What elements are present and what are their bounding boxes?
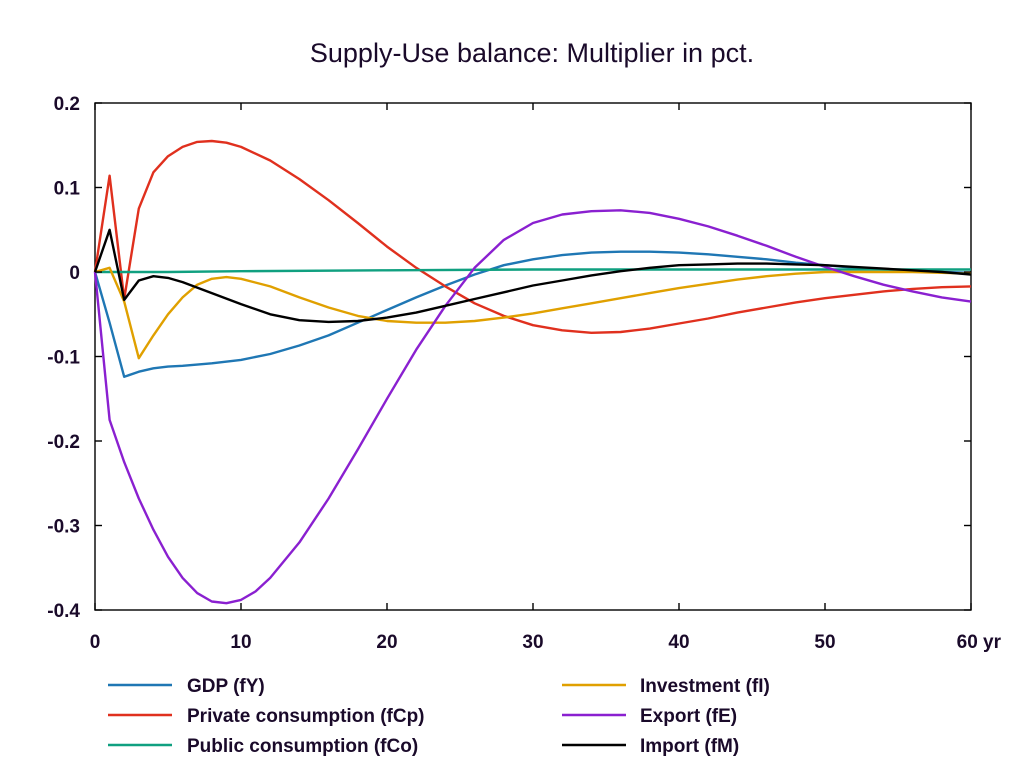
series-layer <box>93 139 972 605</box>
x-tick-label: 60 yr <box>957 632 1002 653</box>
x-tick-label: 30 <box>522 632 543 653</box>
chart-title: Supply-Use balance: Multiplier in pct. <box>310 38 754 68</box>
y-tick-label: -0.3 <box>47 517 80 538</box>
y-tick-label: -0.1 <box>47 348 80 369</box>
series-line-investment-fi <box>94 266 972 360</box>
x-tick-label: 10 <box>230 632 251 653</box>
legend-label-export-fe: Export (fE) <box>640 706 737 727</box>
y-tick-label: 0.1 <box>54 179 81 200</box>
x-tick-label: 50 <box>814 632 835 653</box>
x-tick-label: 0 <box>90 632 101 653</box>
series-line-import-fm <box>93 228 972 324</box>
y-tick-label: 0.2 <box>54 94 80 115</box>
x-tick-label: 40 <box>668 632 689 653</box>
plot-frame <box>94 102 972 611</box>
legend-label-import-fm: Import (fM) <box>640 736 739 757</box>
legend-label-gdp-fy: GDP (fY) <box>187 676 265 697</box>
x-tick-label: 20 <box>376 632 397 653</box>
y-tick-label: 0 <box>69 263 80 284</box>
legend-label-private-consumption-fcp: Private consumption (fCp) <box>187 706 425 727</box>
series-line-public-consumption-fco <box>95 268 971 274</box>
y-tick-label: -0.2 <box>47 432 80 453</box>
legend-label-public-consumption-fco: Public consumption (fCo) <box>187 736 418 757</box>
series-line-private-consumption-fcp <box>93 139 972 334</box>
legend: GDP (fY) Private consumption (fCp) Public … <box>108 676 770 757</box>
y-tick-label: -0.4 <box>47 601 80 622</box>
legend-label-investment-fi: Investment (fI) <box>640 676 770 697</box>
tick-layer: 0.2 0.1 0 -0.1 -0.2 -0.3 -0.4 0 10 20 30 40 50 60 yr <box>47 94 1001 653</box>
